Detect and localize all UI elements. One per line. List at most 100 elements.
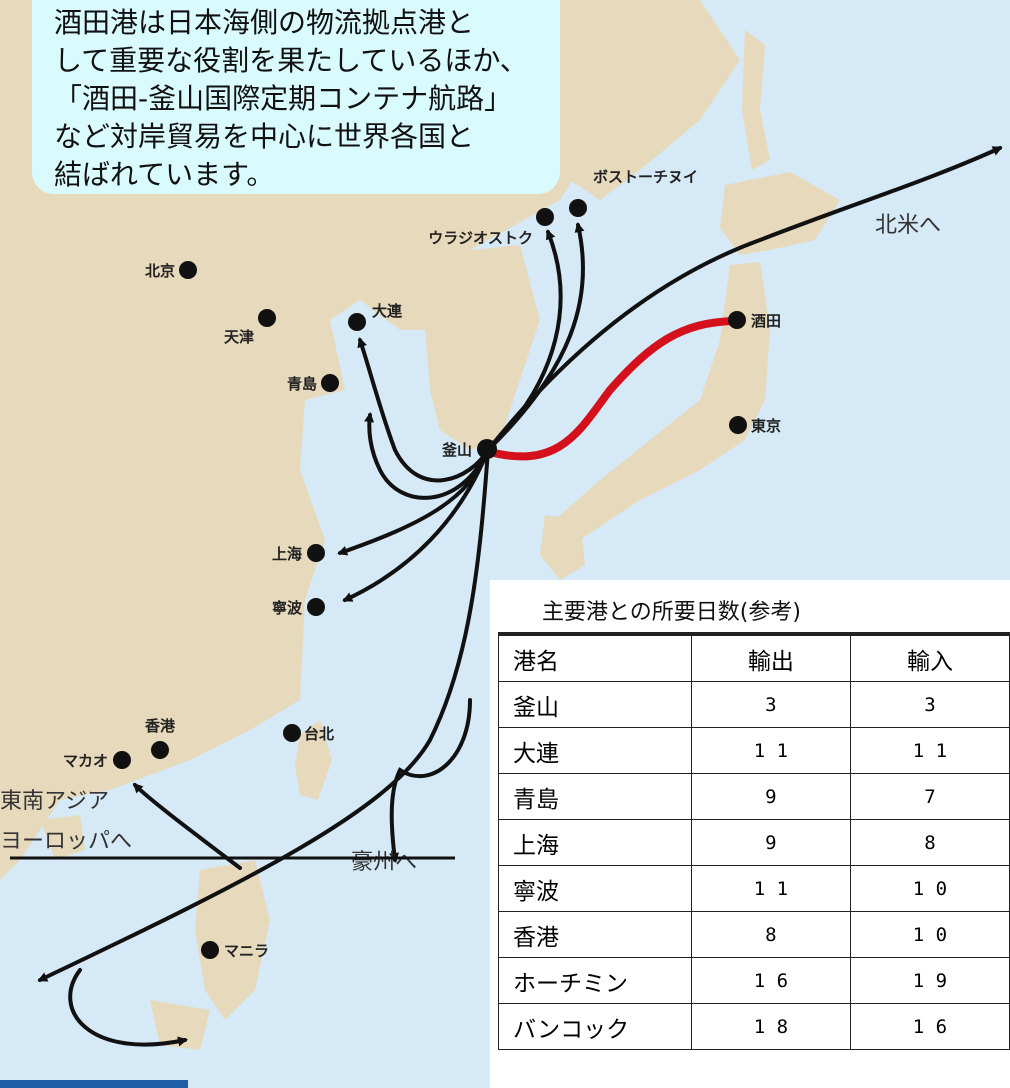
port-label-sakata: 酒田 — [751, 312, 781, 330]
route-to-dalian — [357, 337, 490, 483]
mindoro-islands — [150, 1000, 210, 1050]
route-to-qingdao — [364, 412, 490, 500]
cell-import: 3 — [849, 681, 1010, 728]
table-row: 寧波 1 1 1 0 — [498, 865, 1010, 912]
region-label-europe: ヨーロッパへ — [0, 829, 132, 854]
region-label-australia: 豪州へ — [351, 850, 417, 875]
route-to-north-america — [486, 146, 1003, 452]
footer-accent-bar — [0, 1080, 188, 1088]
header-import: 輸入 — [849, 632, 1010, 682]
port-label-tokyo: 東京 — [751, 417, 781, 435]
port-dot-tianjin — [258, 309, 276, 327]
table-row: バンコック 1 8 1 6 — [498, 1003, 1010, 1050]
callout-line: など対岸貿易を中心に世界各国と — [54, 120, 475, 153]
port-label-vladivostok: ウラジオストク — [428, 229, 533, 247]
cell-export: 1 1 — [690, 727, 851, 774]
callout-line: 「酒田-釜山国際定期コンテナ航路」 — [54, 82, 513, 115]
callout-line: 酒田港は日本海側の物流拠点港と — [54, 6, 475, 39]
hainan — [40, 815, 85, 860]
port-label-vostochny: ボストーチヌイ — [593, 168, 698, 186]
table-title: 主要港との所要日数(参考) — [542, 600, 801, 625]
port-label-qingdao: 青島 — [287, 375, 317, 393]
korean-peninsula — [425, 245, 540, 450]
region-label-north-america: 北米へ — [875, 213, 941, 238]
cell-export: 9 — [690, 819, 851, 866]
port-label-busan: 釜山 — [441, 441, 472, 459]
sakhalin — [742, 30, 770, 170]
cell-port: 香港 — [498, 911, 692, 958]
route-to-ningbo — [342, 448, 490, 602]
port-markers — [113, 199, 747, 959]
honshu — [555, 262, 770, 540]
port-label-shanghai: 上海 — [272, 545, 302, 563]
port-dot-sakata — [728, 311, 746, 329]
taiwan — [295, 720, 332, 800]
table-row: 上海 9 8 — [498, 819, 1010, 866]
transit-days-table: 港名 輸出 輸入 釜山 3 3 大連 1 1 1 1 青島 9 7 上海 9 8… — [498, 632, 1010, 1050]
port-dot-beijing — [179, 261, 197, 279]
kyushu — [540, 515, 585, 580]
header-port-name: 港名 — [498, 632, 692, 682]
port-dot-busan — [477, 439, 497, 459]
port-dot-macau — [113, 751, 131, 769]
kamchatka-coast — [560, 0, 740, 200]
callout-line: して重要な役割を果たしているほか、 — [54, 44, 528, 77]
cell-import: 1 0 — [849, 865, 1010, 912]
port-label-ningbo: 寧波 — [272, 599, 303, 617]
port-dot-qingdao — [321, 374, 339, 392]
cell-port: 大連 — [498, 727, 692, 774]
hokkaido — [720, 172, 840, 255]
port-dot-vostochny — [569, 199, 587, 217]
table-row: 釜山 3 3 — [498, 681, 1010, 728]
cell-export: 1 8 — [690, 1003, 851, 1050]
cell-export: 9 — [690, 773, 851, 820]
table-row: 青島 9 7 — [498, 773, 1010, 820]
port-label-hongkong: 香港 — [145, 717, 176, 735]
shipping-routes — [37, 146, 1003, 1047]
port-label-tianjin: 天津 — [224, 328, 254, 346]
cell-port: 上海 — [498, 819, 692, 866]
route-to-macau — [132, 782, 242, 870]
cell-export: 1 1 — [690, 865, 851, 912]
callout-line: 結ばれています。 — [54, 158, 275, 191]
cell-port: バンコック — [498, 1003, 692, 1050]
cell-port: ホーチミン — [498, 957, 692, 1004]
table-row: ホーチミン 1 6 1 9 — [498, 957, 1010, 1004]
mainland-asia — [0, 0, 610, 880]
cell-import: 1 6 — [849, 1003, 1010, 1050]
cell-import: 1 0 — [849, 911, 1010, 958]
port-label-manila: マニラ — [224, 942, 269, 960]
cell-port: 青島 — [498, 773, 692, 820]
port-dot-dalian — [348, 313, 366, 331]
cell-port: 寧波 — [498, 865, 692, 912]
route-to-vostochny — [486, 222, 585, 452]
port-dot-tokyo — [729, 416, 747, 434]
cell-import: 7 — [849, 773, 1010, 820]
port-dot-manila — [201, 941, 219, 959]
cell-import: 1 1 — [849, 727, 1010, 774]
cell-export: 3 — [690, 681, 851, 728]
port-dot-hongkong — [151, 741, 169, 759]
route-to-southeast-asia — [37, 448, 490, 982]
route-to-manila — [68, 968, 188, 1047]
cell-export: 1 6 — [690, 957, 851, 1004]
port-label-taipei: 台北 — [304, 725, 334, 743]
luzon — [195, 860, 270, 1020]
port-label-dalian: 大連 — [372, 302, 403, 320]
route-busan-sakata — [486, 317, 739, 461]
port-dot-vladivostok — [536, 208, 554, 226]
route-to-australia — [389, 698, 472, 863]
port-dot-taipei — [283, 724, 301, 742]
header-export: 輸出 — [690, 632, 851, 682]
port-label-macau: マカオ — [63, 752, 108, 770]
table-row: 香港 8 1 0 — [498, 911, 1010, 958]
port-label-beijing: 北京 — [145, 262, 175, 280]
cell-import: 1 9 — [849, 957, 1010, 1004]
region-label-southeast-asia: 東南アジア — [0, 789, 109, 814]
cell-export: 8 — [690, 911, 851, 958]
intro-callout: 酒田港は日本海側の物流拠点港と して重要な役割を果たしているほか、 「酒田-釜山… — [32, 0, 560, 194]
cell-port: 釜山 — [498, 681, 692, 728]
transit-days-panel: 主要港との所要日数(参考) 港名 輸出 輸入 釜山 3 3 大連 1 1 1 1… — [490, 580, 1010, 1088]
table-row: 大連 1 1 1 1 — [498, 727, 1010, 774]
table-header-row: 港名 輸出 輸入 — [498, 632, 1010, 682]
